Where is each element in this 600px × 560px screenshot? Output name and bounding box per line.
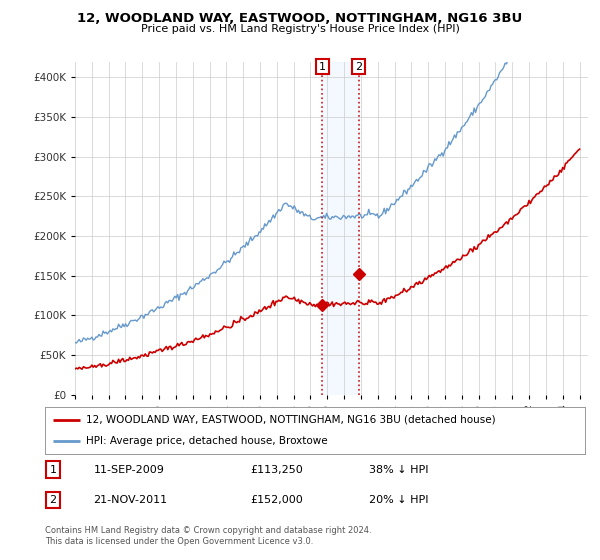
Text: 20% ↓ HPI: 20% ↓ HPI <box>369 496 428 505</box>
Text: 1: 1 <box>319 62 326 72</box>
Text: £152,000: £152,000 <box>250 496 303 505</box>
Text: Contains HM Land Registry data © Crown copyright and database right 2024.
This d: Contains HM Land Registry data © Crown c… <box>45 526 371 546</box>
Text: 12, WOODLAND WAY, EASTWOOD, NOTTINGHAM, NG16 3BU (detached house): 12, WOODLAND WAY, EASTWOOD, NOTTINGHAM, … <box>86 414 495 424</box>
Text: £113,250: £113,250 <box>250 465 303 474</box>
Text: 21-NOV-2011: 21-NOV-2011 <box>94 496 168 505</box>
Text: 38% ↓ HPI: 38% ↓ HPI <box>369 465 428 474</box>
Text: HPI: Average price, detached house, Broxtowe: HPI: Average price, detached house, Brox… <box>86 436 327 446</box>
Text: Price paid vs. HM Land Registry's House Price Index (HPI): Price paid vs. HM Land Registry's House … <box>140 24 460 34</box>
Text: 11-SEP-2009: 11-SEP-2009 <box>94 465 164 474</box>
Text: 12, WOODLAND WAY, EASTWOOD, NOTTINGHAM, NG16 3BU: 12, WOODLAND WAY, EASTWOOD, NOTTINGHAM, … <box>77 12 523 25</box>
Text: 1: 1 <box>50 465 56 474</box>
Bar <box>322 62 359 395</box>
Text: 2: 2 <box>355 62 362 72</box>
Text: 2: 2 <box>50 496 56 505</box>
